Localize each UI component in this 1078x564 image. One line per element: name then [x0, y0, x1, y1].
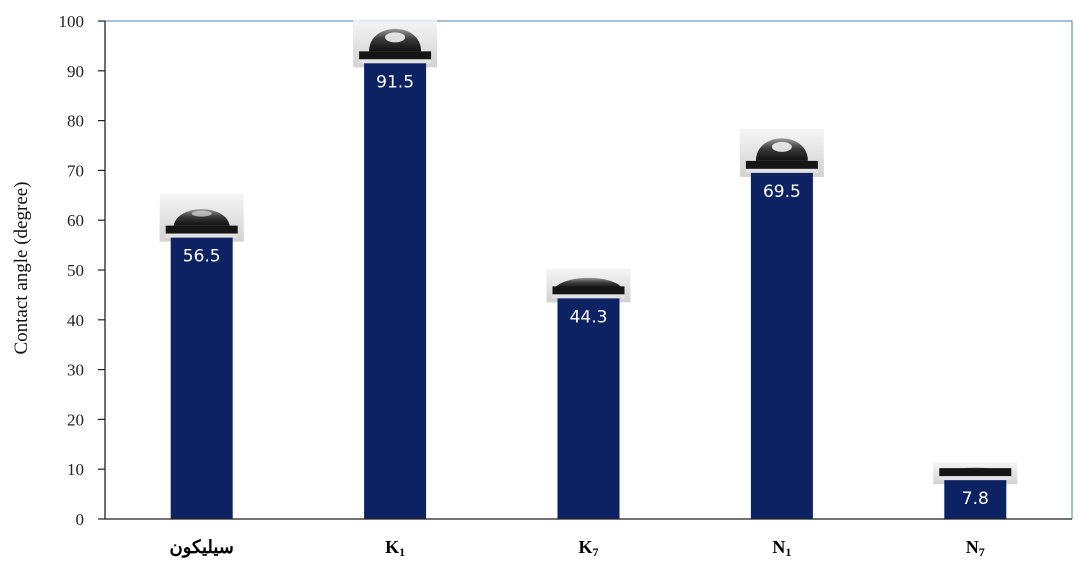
y-tick-labels: 0 10 20 30 40 50 60 70 80 90 100 [59, 12, 85, 529]
bar [944, 480, 1007, 519]
y-tick-label: 80 [67, 112, 84, 131]
y-tick-label: 60 [67, 211, 84, 230]
y-tick-label: 90 [67, 62, 84, 81]
droplet-image [739, 128, 824, 177]
droplet-image [353, 19, 438, 68]
y-tick-label: 20 [67, 410, 84, 429]
x-category-label: N7 [966, 537, 985, 559]
data-label: 7.8 [962, 489, 989, 509]
bars [170, 63, 1007, 520]
bar [750, 172, 813, 519]
droplet-images [159, 19, 1018, 485]
data-label: 91.5 [376, 72, 414, 92]
data-label: 69.5 [763, 182, 801, 202]
droplet-image [546, 268, 631, 303]
droplet-image [933, 462, 1018, 485]
x-category-label: سيليكون [170, 537, 234, 558]
x-category-labels: سيليكون K1 K7 N1 N7 [170, 537, 985, 559]
y-tick-label: 100 [59, 12, 85, 31]
bar [557, 298, 620, 519]
y-tick-label: 0 [76, 510, 85, 529]
bar [170, 237, 233, 519]
y-tick-label: 50 [67, 261, 84, 280]
y-tick-label: 40 [67, 311, 84, 330]
y-tick-label: 30 [67, 361, 84, 380]
y-tick-label: 70 [67, 161, 84, 180]
axes [98, 20, 1072, 520]
y-axis-label: Contact angle (degree) [11, 181, 32, 354]
droplet-image [159, 193, 244, 242]
data-labels: 56.5 91.5 44.3 69.5 7.8 [183, 72, 989, 509]
x-category-label: N1 [772, 537, 791, 559]
data-label: 44.3 [570, 307, 608, 327]
x-category-label: K7 [578, 537, 598, 559]
x-category-label: K1 [385, 537, 405, 559]
bar [364, 63, 427, 520]
data-label: 56.5 [183, 247, 221, 267]
y-tick-label: 10 [67, 460, 84, 479]
